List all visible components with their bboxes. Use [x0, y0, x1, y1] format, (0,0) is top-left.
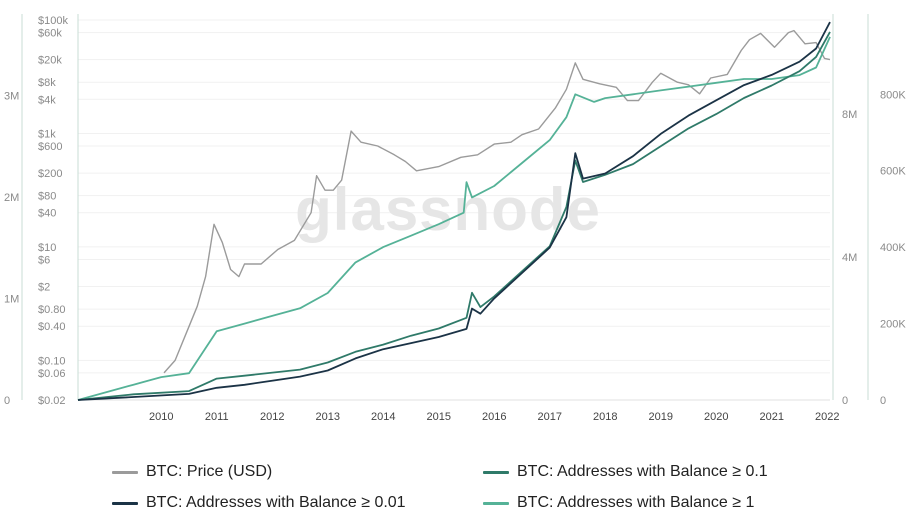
far-right-tick-label: 600K	[880, 166, 906, 178]
x-tick-label: 2022	[815, 411, 839, 423]
x-tick-label: 2019	[648, 411, 672, 423]
price-tick-label: $40	[38, 208, 56, 220]
far-left-tick-label: 1M	[4, 293, 19, 305]
x-tick-label: 2018	[593, 411, 617, 423]
x-tick-label: 2012	[260, 411, 284, 423]
price-tick-label: $0.40	[38, 321, 66, 333]
legend-label: BTC: Addresses with Balance ≥ 0.1	[517, 463, 768, 480]
x-tick-label: 2013	[315, 411, 339, 423]
inner-right-tick-label: 4M	[842, 252, 857, 264]
far-right-tick-label: 800K	[880, 89, 906, 101]
far-left-tick-label: 2M	[4, 192, 19, 204]
far-right-tick-label: 0	[880, 395, 886, 407]
x-tick-label: 2017	[537, 411, 561, 423]
far-left-tick-label: 0	[4, 395, 10, 407]
price-tick-label: $1k	[38, 128, 56, 140]
chart: glassnode $100k$60k$20k$8k$4k$1k$600$200…	[4, 14, 906, 423]
x-tick-label: 2021	[759, 411, 783, 423]
price-tick-label: $4k	[38, 94, 56, 106]
legend-label: BTC: Price (USD)	[146, 463, 273, 480]
price-tick-label: $2	[38, 282, 50, 294]
price-tick-label: $6	[38, 254, 50, 266]
price-tick-label: $60k	[38, 28, 62, 40]
far-right-tick-label: 400K	[880, 242, 906, 254]
price-tick-label: $0.06	[38, 368, 66, 380]
price-tick-label: $0.02	[38, 395, 66, 407]
series-line	[163, 29, 831, 374]
tick-layer: $100k$60k$20k$8k$4k$1k$600$200$80$40$10$…	[4, 15, 906, 423]
x-tick-label: 2014	[371, 411, 395, 423]
legend-item-balance-0-1[interactable]: BTC: Addresses with Balance ≥ 0.1	[483, 463, 768, 481]
legend: BTC: Price (USD) BTC: Addresses with Bal…	[0, 450, 914, 530]
legend-swatch	[112, 470, 138, 474]
x-tick-label: 2011	[205, 411, 229, 423]
price-tick-label: $100k	[38, 15, 68, 27]
legend-swatch	[483, 470, 509, 474]
price-tick-label: $600	[38, 141, 62, 153]
x-tick-label: 2015	[426, 411, 450, 423]
axes	[21, 14, 869, 401]
price-tick-label: $0.80	[38, 304, 66, 316]
watermark: glassnode	[295, 176, 601, 243]
series-line	[77, 21, 831, 401]
legend-swatch	[112, 501, 138, 505]
legend-item-balance-0-01[interactable]: BTC: Addresses with Balance ≥ 0.01	[112, 494, 406, 512]
legend-label: BTC: Addresses with Balance ≥ 0.01	[146, 494, 406, 511]
price-tick-label: $80	[38, 191, 56, 203]
price-tick-label: $8k	[38, 77, 56, 89]
x-tick-label: 2010	[149, 411, 173, 423]
legend-item-price[interactable]: BTC: Price (USD)	[112, 463, 272, 481]
price-tick-label: $0.10	[38, 355, 66, 367]
series-layer	[77, 21, 831, 401]
price-tick-label: $200	[38, 168, 62, 180]
series-line	[77, 36, 831, 401]
series-line	[77, 31, 831, 401]
inner-right-tick-label: 0	[842, 395, 848, 407]
legend-item-balance-1[interactable]: BTC: Addresses with Balance ≥ 1	[483, 494, 754, 512]
x-tick-label: 2016	[482, 411, 506, 423]
far-right-tick-label: 200K	[880, 319, 906, 331]
far-left-tick-label: 3M	[4, 90, 19, 102]
legend-swatch	[483, 501, 509, 505]
price-tick-label: $20k	[38, 55, 62, 67]
price-tick-label: $10	[38, 242, 56, 254]
x-tick-label: 2020	[704, 411, 728, 423]
legend-label: BTC: Addresses with Balance ≥ 1	[517, 494, 755, 511]
inner-right-tick-label: 8M	[842, 109, 857, 121]
